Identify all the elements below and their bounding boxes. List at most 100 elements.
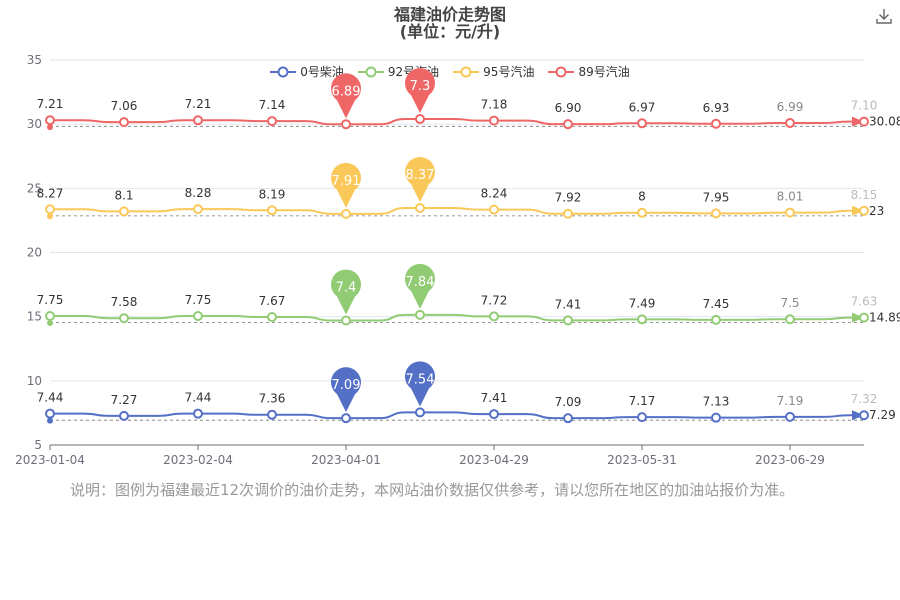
data-label: 7.44 bbox=[37, 391, 64, 405]
data-point bbox=[563, 315, 573, 326]
series-end-arrow bbox=[852, 410, 864, 421]
data-point bbox=[267, 205, 277, 216]
x-tick-label: 2023-05-31 bbox=[607, 453, 677, 467]
data-label: 7.09 bbox=[555, 395, 582, 409]
x-tick-label: 2023-04-29 bbox=[459, 453, 529, 467]
data-label: 8.27 bbox=[37, 186, 64, 200]
markpoint-bubble bbox=[331, 162, 362, 208]
data-point bbox=[563, 119, 573, 130]
data-point bbox=[45, 408, 55, 419]
data-point bbox=[637, 118, 647, 129]
y-tick-label: 15 bbox=[27, 310, 42, 324]
data-point bbox=[341, 119, 351, 130]
y-tick-label: 5 bbox=[34, 438, 42, 452]
markpoint-bubble bbox=[405, 361, 436, 407]
legend-marker-icon bbox=[453, 66, 480, 77]
data-point bbox=[859, 312, 869, 323]
data-point bbox=[637, 412, 647, 423]
legend-label: 0号柴油 bbox=[300, 65, 344, 79]
data-label: 6.97 bbox=[629, 100, 656, 114]
data-label: 7.5 bbox=[780, 296, 799, 310]
series-3: 8.27 8.1 8.28 8.19 8.24 7.92 8 7.95 8.01 8.15 23 7.… bbox=[37, 156, 884, 220]
data-label: 7.32 bbox=[851, 392, 878, 406]
data-point bbox=[267, 409, 277, 420]
data-point bbox=[415, 202, 425, 213]
markpoint-label: 8.37 bbox=[406, 168, 435, 183]
data-label: 7.72 bbox=[481, 293, 508, 307]
markpoint-bubble bbox=[331, 73, 362, 119]
data-point bbox=[45, 115, 55, 126]
y-tick-label: 20 bbox=[27, 246, 42, 260]
markpoint-label: 7.4 bbox=[336, 281, 357, 296]
data-label: 7.58 bbox=[111, 295, 138, 309]
series-end-arrow bbox=[852, 116, 864, 127]
start-dot bbox=[47, 320, 53, 327]
data-point bbox=[785, 207, 795, 218]
legend-label: 89号汽油 bbox=[578, 65, 630, 79]
x-tick-label: 2023-01-04 bbox=[15, 453, 85, 467]
markpoint-bubble bbox=[331, 269, 362, 315]
data-point bbox=[341, 208, 351, 219]
data-label: 7.10 bbox=[851, 99, 878, 113]
data-point bbox=[785, 411, 795, 422]
data-label: 7.75 bbox=[185, 293, 212, 307]
markpoint-label: 7.91 bbox=[332, 174, 361, 189]
data-point bbox=[267, 312, 277, 323]
data-label: 7.95 bbox=[703, 190, 730, 204]
data-point bbox=[563, 208, 573, 219]
legend-item-1[interactable]: 0号柴油 bbox=[270, 63, 344, 80]
data-point bbox=[415, 309, 425, 320]
data-point bbox=[193, 204, 203, 215]
data-label: 7.18 bbox=[481, 98, 508, 112]
data-point bbox=[193, 311, 203, 322]
series-end-arrow bbox=[852, 312, 864, 323]
data-point bbox=[859, 410, 869, 421]
data-label: 7.14 bbox=[259, 98, 286, 112]
data-point bbox=[267, 116, 277, 127]
data-label: 7.21 bbox=[185, 97, 212, 111]
data-point bbox=[119, 313, 129, 324]
legend-item-3[interactable]: 95号汽油 bbox=[453, 63, 534, 80]
data-label: 7.17 bbox=[629, 394, 656, 408]
chart-subtitle: (单位：元/升) bbox=[399, 22, 501, 41]
series-end-arrow bbox=[852, 205, 864, 216]
legend-marker-icon bbox=[270, 66, 297, 77]
data-label: 8.19 bbox=[259, 187, 286, 201]
markpoint-label: 7.3 bbox=[410, 79, 431, 94]
series-line bbox=[50, 313, 864, 322]
data-label: 7.21 bbox=[37, 97, 64, 111]
data-label: 7.44 bbox=[185, 391, 212, 405]
data-point bbox=[119, 117, 129, 128]
data-label: 8 bbox=[638, 190, 646, 204]
footnote: 说明：图例为福建最近12次调价的油价走势，本网站油价数据仅供参考，请以您所在地区… bbox=[70, 481, 795, 499]
series-line bbox=[50, 411, 864, 420]
x-tick-label: 2023-04-01 bbox=[311, 453, 381, 467]
data-label: 7.63 bbox=[851, 295, 878, 309]
data-label: 7.13 bbox=[703, 395, 730, 409]
markpoint-bubble bbox=[405, 68, 436, 114]
data-label: 7.75 bbox=[37, 293, 64, 307]
data-point bbox=[489, 204, 499, 215]
data-label: 7.41 bbox=[481, 391, 508, 405]
data-point bbox=[785, 118, 795, 129]
series-2: 7.75 7.58 7.75 7.67 7.72 7.41 7.49 7.45 7.5 7.63 1… bbox=[37, 263, 900, 327]
download-icon[interactable] bbox=[874, 6, 894, 26]
markpoint-bubble bbox=[405, 156, 436, 202]
data-label: 6.90 bbox=[555, 101, 582, 115]
data-point bbox=[637, 207, 647, 218]
data-label: 7.19 bbox=[777, 394, 804, 408]
data-point bbox=[711, 412, 721, 423]
data-point bbox=[341, 413, 351, 424]
data-label: 8.15 bbox=[851, 188, 878, 202]
markpoint-bubble bbox=[405, 263, 436, 309]
start-dot bbox=[47, 417, 53, 424]
data-point bbox=[119, 410, 129, 421]
markpoint-label: 7.84 bbox=[406, 275, 435, 290]
data-label: 7.92 bbox=[555, 191, 582, 205]
chart-title: 福建油价走势图 bbox=[393, 5, 506, 24]
data-label: 8.1 bbox=[114, 188, 133, 202]
legend-item-4[interactable]: 89号汽油 bbox=[548, 63, 630, 80]
x-tick-label: 2023-02-04 bbox=[163, 453, 233, 467]
start-dot bbox=[47, 124, 53, 131]
